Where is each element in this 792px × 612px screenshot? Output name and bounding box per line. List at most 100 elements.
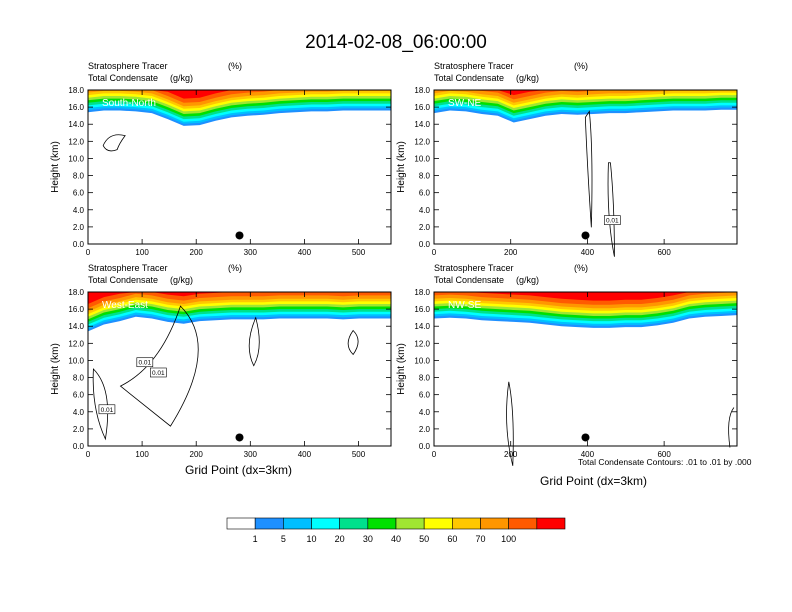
x-tick-label: 100 [135,248,149,257]
x-tick-label: 400 [298,248,312,257]
condensate-contour [248,316,260,367]
y-tick-label: 18.0 [414,288,430,297]
location-marker [581,433,590,442]
y-tick-label: 4.0 [73,206,85,215]
contour-label-box [98,404,116,415]
x-tick-label: 200 [190,450,204,459]
tracer-label: Stratosphere Tracer [88,263,168,273]
y-axis-label: Height (km) [396,141,407,193]
condensate-contour [119,305,199,427]
y-axis-label: Height (km) [50,343,61,395]
x-axis-label-left: Grid Point (dx=3km) [185,463,293,477]
x-axis-label-right: Grid Point (dx=3km) [540,474,648,488]
location-marker [581,231,590,240]
contour-note: Total Condensate Contours: .01 to .01 by… [578,457,752,467]
x-tick-label: 0 [432,450,437,459]
condensate-contour [102,134,126,152]
y-tick-label: 12.0 [414,339,430,348]
tracer-label: Stratosphere Tracer [88,61,168,71]
contour-label-box [136,357,154,368]
condensate-contour [92,368,109,441]
condensate-contour [728,407,735,448]
y-tick-label: 10.0 [68,356,84,365]
tracer-band [434,90,737,96]
y-tick-label: 16.0 [414,103,430,112]
y-tick-label: 6.0 [73,189,85,198]
condensate-unit: (g/kg) [170,73,193,83]
x-tick-label: 200 [504,450,518,459]
colorbar-swatch [452,517,481,530]
y-tick-label: 0.0 [73,442,85,451]
y-tick-label: 6.0 [419,189,431,198]
panel-name: West-East [102,300,148,311]
contour-label: 0.01 [152,370,165,377]
panel-frame [433,89,738,245]
tracer-unit: (%) [228,263,242,273]
y-tick-label: 18.0 [414,86,430,95]
colorbar-swatch [423,517,453,530]
y-tick-label: 4.0 [419,408,431,417]
x-tick-label: 0 [86,248,91,257]
x-tick-label: 200 [190,248,204,257]
condensate-label: Total Condensate [434,73,504,83]
condensate-label: Total Condensate [434,275,504,285]
colorbar-label: 100 [501,534,516,544]
colorbar-label: 5 [281,534,286,544]
y-tick-label: 18.0 [68,288,84,297]
y-tick-label: 8.0 [73,374,85,383]
x-tick-label: 400 [581,248,595,257]
y-tick-label: 8.0 [419,374,431,383]
y-tick-label: 12.0 [68,339,84,348]
colorbar-label: 30 [363,534,373,544]
condensate-unit: (g/kg) [170,275,193,285]
tracer-label: Stratosphere Tracer [434,61,514,71]
colorbar-swatch [311,517,340,530]
contour-label-box [604,215,621,225]
x-tick-label: 500 [352,450,366,459]
y-tick-label: 2.0 [419,425,431,434]
x-tick-label: 600 [657,450,671,459]
y-tick-label: 6.0 [419,391,431,400]
location-marker [235,231,244,240]
y-tick-label: 14.0 [68,322,84,331]
x-tick-label: 0 [432,248,437,257]
y-tick-label: 0.0 [419,240,431,249]
x-tick-label: 500 [352,248,366,257]
colorbar-swatch [283,517,312,530]
y-tick-label: 0.0 [419,442,431,451]
y-axis-label: Height (km) [50,141,61,193]
condensate-contour [347,329,359,356]
tracer-band [88,90,391,103]
contour-label: 0.01 [606,218,619,225]
x-tick-label: 100 [135,450,149,459]
x-tick-label: 600 [657,248,671,257]
colorbar-swatch [508,517,538,530]
colorbar-label: 70 [475,534,485,544]
location-marker [235,433,244,442]
colorbar-label: 20 [335,534,345,544]
panel-name: South-North [102,98,156,109]
colorbar-swatch [536,517,566,530]
tracer-band [434,292,737,301]
condensate-label: Total Condensate [88,73,158,83]
y-tick-label: 14.0 [414,120,430,129]
condensate-contour [607,162,615,257]
y-tick-label: 14.0 [414,322,430,331]
colorbar-swatch [226,517,256,530]
y-tick-label: 16.0 [68,305,84,314]
panel-name: SW-NE [448,98,481,109]
y-tick-label: 2.0 [73,425,85,434]
panel-name: NW-SE [448,300,481,311]
y-tick-label: 16.0 [68,103,84,112]
x-tick-label: 300 [244,450,258,459]
x-tick-label: 400 [581,450,595,459]
tracer-band [88,292,391,309]
colorbar-swatch [395,517,425,530]
y-tick-label: 4.0 [73,408,85,417]
x-tick-label: 300 [244,248,258,257]
figure-title: 2014-02-08_06:00:00 [305,32,487,53]
y-tick-label: 14.0 [68,120,84,129]
y-tick-label: 12.0 [414,137,430,146]
